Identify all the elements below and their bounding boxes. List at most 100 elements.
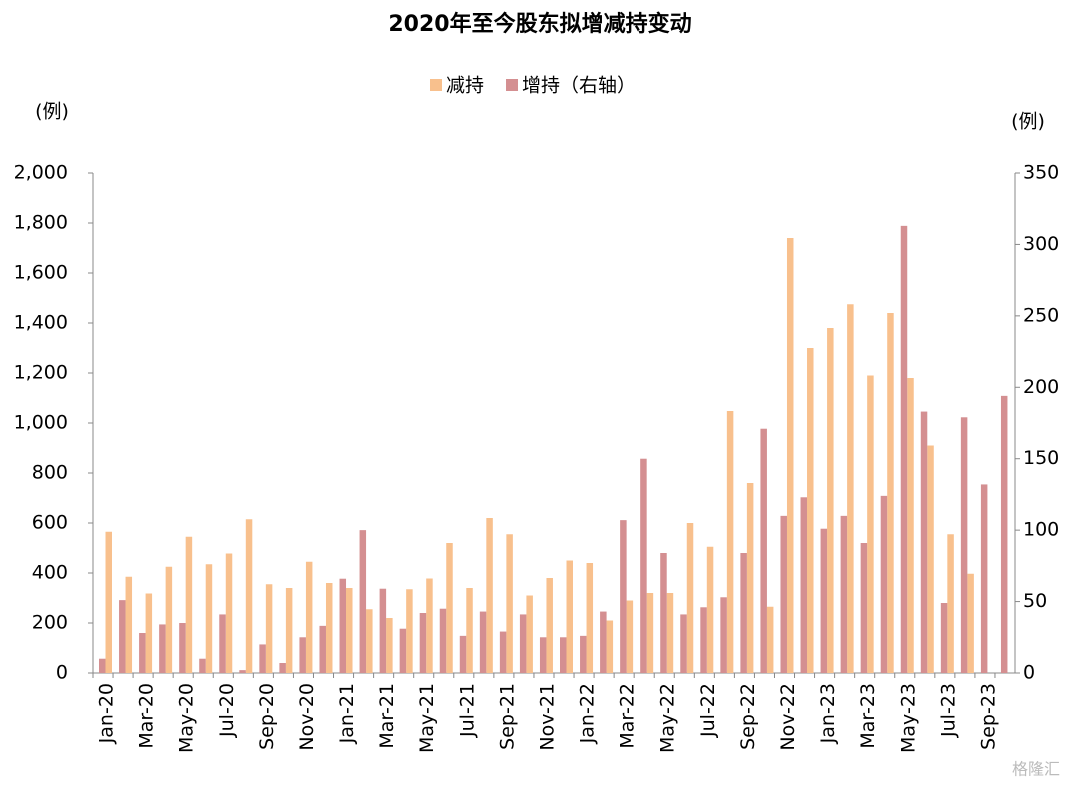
bar xyxy=(446,543,453,673)
bar xyxy=(399,628,407,673)
bar xyxy=(225,553,233,673)
bar xyxy=(920,411,928,673)
bar xyxy=(827,328,834,673)
bar xyxy=(760,428,767,673)
bar xyxy=(185,536,193,673)
bar xyxy=(660,553,667,673)
y-tick-label: 1,600 xyxy=(14,262,68,284)
bar xyxy=(880,495,888,673)
bar xyxy=(285,588,293,673)
x-tick-label: Jul-23 xyxy=(937,683,959,738)
bar xyxy=(299,637,306,673)
bar xyxy=(800,497,808,673)
bar xyxy=(179,623,186,673)
y-tick-label: 400 xyxy=(32,562,68,584)
bar xyxy=(459,635,467,673)
bar xyxy=(439,608,447,673)
bar xyxy=(646,593,654,673)
bar xyxy=(346,588,353,673)
x-tick-label: Jan-23 xyxy=(817,683,839,744)
bar xyxy=(740,553,747,673)
y2-tick-label: 100 xyxy=(1023,519,1059,541)
y2-tick-label: 50 xyxy=(1023,590,1047,612)
y2-tick-label: 300 xyxy=(1023,233,1059,255)
y2-tick-label: 350 xyxy=(1023,162,1059,184)
bar xyxy=(379,588,387,673)
bar xyxy=(539,637,547,673)
chart-title: 2020年至今股东拟增减持变动 xyxy=(388,11,691,37)
bar xyxy=(279,663,286,673)
bar xyxy=(967,573,974,673)
bar xyxy=(560,637,567,673)
y-tick-label: 1,800 xyxy=(14,212,68,234)
bar xyxy=(947,534,954,673)
bar xyxy=(640,458,647,673)
bar xyxy=(479,611,487,673)
bar xyxy=(820,528,828,673)
y2-tick-label: 250 xyxy=(1023,304,1059,326)
bar xyxy=(900,225,908,673)
bar xyxy=(305,561,313,673)
bar xyxy=(606,620,614,673)
bar xyxy=(506,534,513,673)
bar xyxy=(1000,395,1008,673)
bar xyxy=(807,348,814,673)
bar xyxy=(860,543,868,673)
bar xyxy=(680,614,687,673)
x-tick-label: May-21 xyxy=(416,683,438,753)
x-tick-label: May-23 xyxy=(897,683,919,753)
x-tick-label: Nov-21 xyxy=(536,683,558,751)
bar xyxy=(205,564,213,673)
x-tick-label: Mar-20 xyxy=(136,683,158,749)
bar xyxy=(766,606,774,673)
bar xyxy=(359,530,367,673)
bar xyxy=(546,578,553,673)
bar xyxy=(586,563,594,673)
y2-tick-label: 0 xyxy=(1023,662,1035,684)
x-tick-label: Nov-20 xyxy=(296,683,318,751)
y2-tick-label: 150 xyxy=(1023,447,1059,469)
x-tick-label: May-20 xyxy=(176,683,198,753)
bar xyxy=(265,584,273,673)
bar xyxy=(720,597,727,673)
bar xyxy=(706,546,714,673)
bar xyxy=(99,658,106,673)
bar xyxy=(746,483,754,673)
bar xyxy=(960,417,968,673)
bar xyxy=(486,518,493,673)
bar xyxy=(780,515,787,673)
bar xyxy=(245,519,253,673)
bar xyxy=(666,593,674,673)
x-tick-label: Jan-22 xyxy=(577,683,599,744)
bar xyxy=(406,589,413,673)
bar xyxy=(419,613,427,673)
x-tick-label: Jan-21 xyxy=(336,683,358,744)
y-tick-label: 1,200 xyxy=(14,362,68,384)
bar xyxy=(219,614,226,673)
bar xyxy=(159,624,166,673)
y-tick-label: 1,400 xyxy=(14,312,68,334)
y-tick-label: 600 xyxy=(32,512,68,534)
legend-swatch xyxy=(506,79,519,91)
x-tick-label: Sep-23 xyxy=(977,683,999,750)
bar xyxy=(199,658,206,673)
x-tick-label: Sep-20 xyxy=(256,683,278,750)
y-tick-label: 2,000 xyxy=(14,162,68,184)
bar xyxy=(319,625,326,673)
bar xyxy=(426,578,433,673)
bar xyxy=(499,631,507,673)
bar xyxy=(259,644,266,673)
bar xyxy=(786,238,794,673)
bar xyxy=(700,607,707,673)
legend-swatch xyxy=(430,79,442,91)
watermark: 格隆汇 xyxy=(1012,760,1060,779)
bar xyxy=(580,635,587,673)
bar xyxy=(620,520,627,673)
bar xyxy=(887,313,894,673)
x-tick-label: May-22 xyxy=(657,683,679,753)
legend-label: 增持（右轴） xyxy=(522,75,636,97)
y2-tick-label: 200 xyxy=(1023,376,1059,398)
bar xyxy=(386,618,393,673)
x-tick-label: Nov-22 xyxy=(777,683,799,751)
